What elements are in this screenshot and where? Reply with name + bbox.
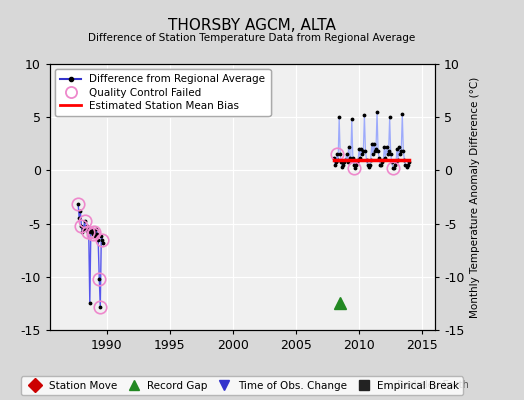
Legend: Station Move, Record Gap, Time of Obs. Change, Empirical Break: Station Move, Record Gap, Time of Obs. C… bbox=[21, 376, 463, 395]
Text: Difference of Station Temperature Data from Regional Average: Difference of Station Temperature Data f… bbox=[88, 33, 415, 43]
Legend: Difference from Regional Average, Quality Control Failed, Estimated Station Mean: Difference from Regional Average, Qualit… bbox=[55, 69, 270, 116]
Y-axis label: Monthly Temperature Anomaly Difference (°C): Monthly Temperature Anomaly Difference (… bbox=[470, 76, 480, 318]
Text: THORSBY AGCM, ALTA: THORSBY AGCM, ALTA bbox=[168, 18, 335, 33]
Text: Berkeley Earth: Berkeley Earth bbox=[397, 380, 469, 390]
